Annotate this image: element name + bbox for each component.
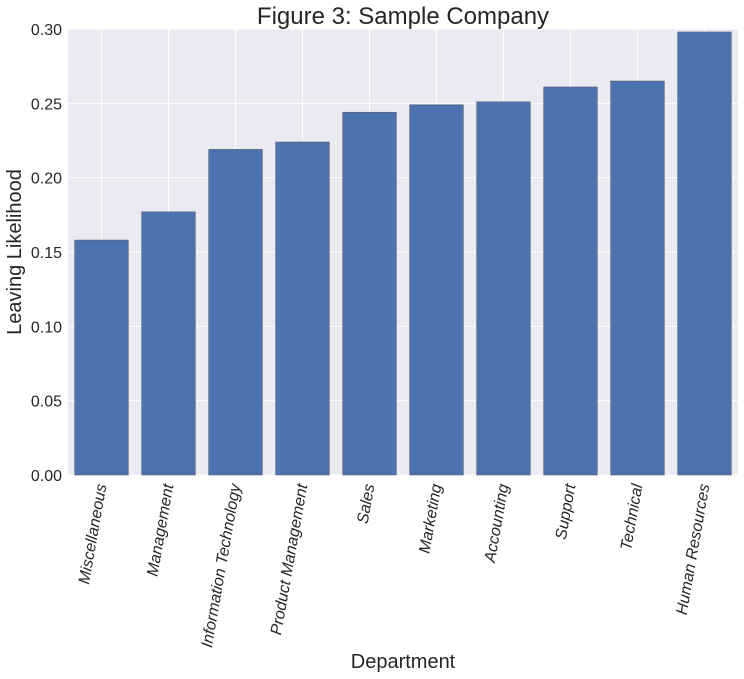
- bar-accounting: [476, 101, 531, 476]
- bar-miscellaneous: [74, 239, 129, 476]
- x-tick-label: Miscellaneous: [76, 483, 110, 586]
- bar-information-technology: [208, 149, 263, 476]
- y-tick-label: 0.15: [31, 245, 62, 262]
- bars: [74, 31, 732, 476]
- x-tick-label: Product Management: [268, 482, 311, 636]
- x-tick-label: Information Technology: [199, 482, 245, 649]
- y-axis-label: Leaving Likelihood: [4, 169, 26, 335]
- bar-marketing: [409, 104, 464, 476]
- x-tick-label: Accounting: [482, 483, 513, 565]
- x-tick-label: Technical: [618, 482, 646, 551]
- y-tick-label: 0.10: [31, 319, 62, 336]
- y-tick-labels: 0.00 0.05 0.10 0.15 0.20 0.25 0.30: [31, 22, 62, 485]
- chart-title: Figure 3: Sample Company: [257, 3, 549, 30]
- bar-technical: [610, 80, 665, 476]
- bar-sales: [342, 111, 397, 476]
- bar-management: [141, 211, 196, 476]
- x-axis-label: Department: [351, 651, 456, 673]
- y-tick-label: 0.00: [31, 468, 62, 485]
- bar-product-management: [275, 141, 330, 476]
- x-tick-label: Management: [144, 482, 177, 577]
- bar-human-resources: [677, 31, 732, 476]
- y-tick-label: 0.20: [31, 171, 62, 188]
- x-tick-label: Sales: [355, 483, 379, 525]
- y-tick-label: 0.05: [31, 394, 62, 411]
- bar-support: [543, 86, 598, 476]
- y-tick-label: 0.25: [31, 96, 62, 113]
- x-tick-labels: Miscellaneous Management Information Techn…: [76, 482, 713, 649]
- x-tick-label: Support: [553, 482, 580, 541]
- x-tick-label: Human Resources: [674, 483, 714, 616]
- x-tick-label: Marketing: [416, 483, 445, 555]
- y-tick-label: 0.30: [31, 22, 62, 39]
